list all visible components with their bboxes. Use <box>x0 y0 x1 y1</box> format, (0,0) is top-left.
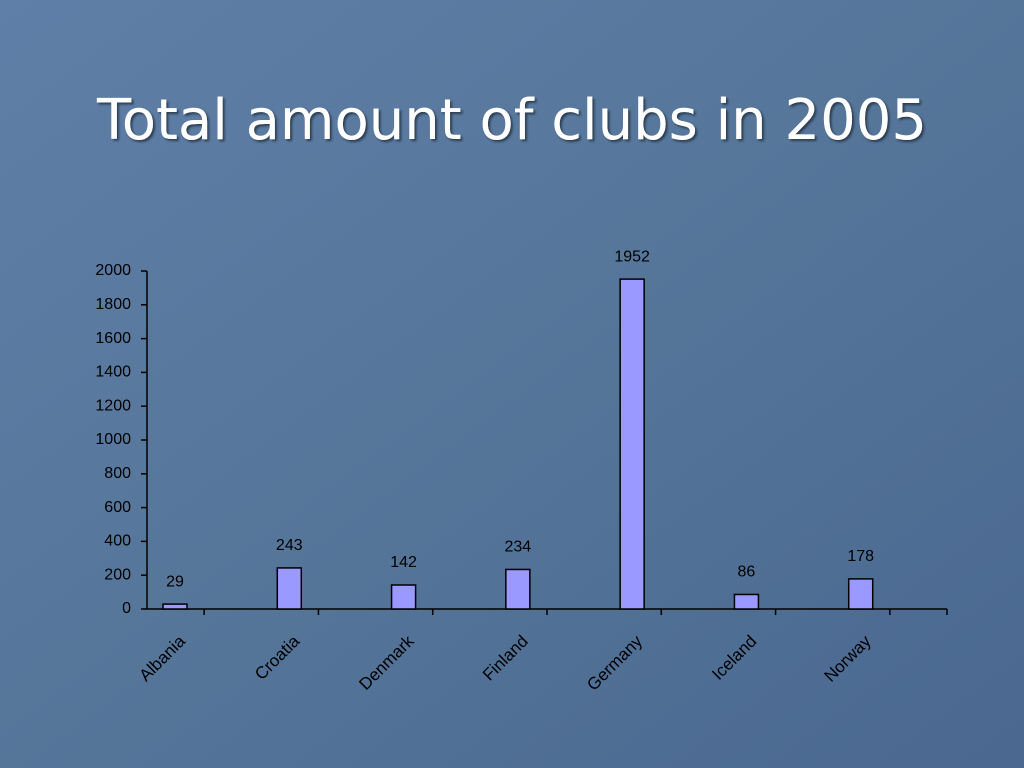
bar <box>733 593 760 610</box>
bar <box>162 603 188 610</box>
bar <box>276 567 303 610</box>
y-tick-label: 1800 <box>95 296 131 313</box>
y-tick-label: 1600 <box>95 330 131 347</box>
y-tick-label: 200 <box>104 566 131 583</box>
value-label: 1952 <box>614 248 650 265</box>
value-label: 86 <box>738 564 756 581</box>
bar <box>619 278 645 610</box>
value-label: 29 <box>166 573 184 590</box>
y-tick-label: 2000 <box>95 262 131 279</box>
chart-title: Total amount of clubs in 2005 <box>96 88 927 153</box>
y-tick-label: 400 <box>104 533 131 550</box>
bar <box>505 568 531 610</box>
y-tick-label: 600 <box>104 499 131 516</box>
y-tick-label: 1200 <box>95 397 131 414</box>
y-tick-label: 1000 <box>95 431 131 448</box>
value-label: 142 <box>390 554 417 571</box>
bar <box>390 584 417 610</box>
value-label: 243 <box>276 537 303 554</box>
value-label: 234 <box>505 539 532 556</box>
y-tick-label: 1400 <box>95 364 131 381</box>
bar <box>847 578 874 610</box>
y-tick-label: 800 <box>104 465 131 482</box>
y-tick-label: 0 <box>122 600 131 617</box>
value-label: 178 <box>847 548 874 565</box>
